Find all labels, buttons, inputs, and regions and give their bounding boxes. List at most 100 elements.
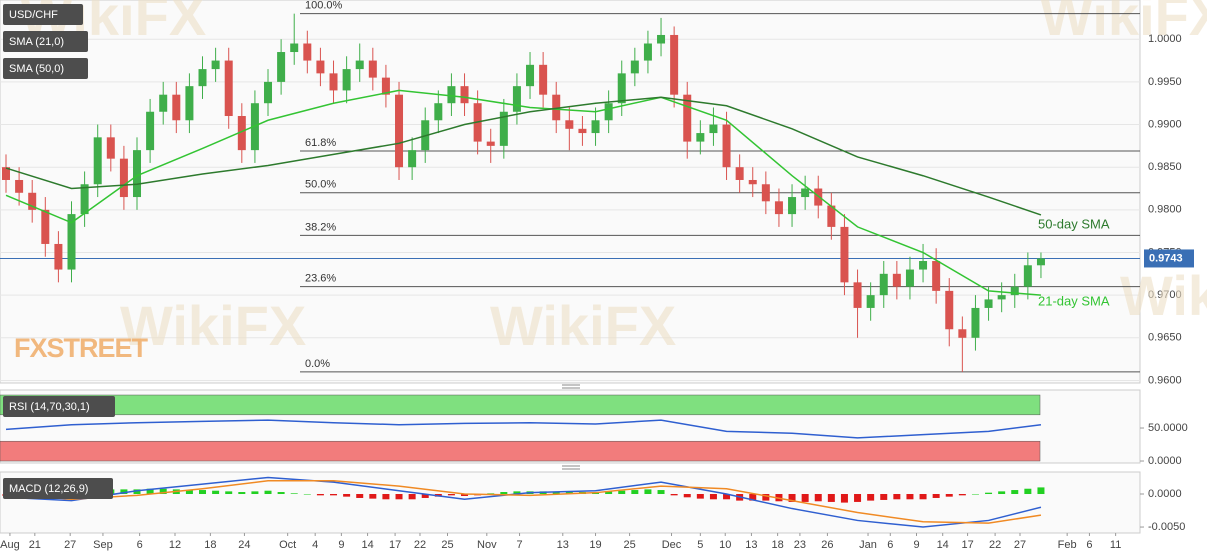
histogram-bar (290, 493, 298, 495)
legend-label: SMA (50,0) (9, 63, 64, 75)
candle-body (264, 81, 273, 104)
x-tick-label: 7 (516, 539, 522, 551)
histogram-bar (618, 490, 626, 495)
histogram-bar (840, 494, 848, 503)
histogram-bar (199, 490, 207, 495)
candle-body (971, 307, 980, 338)
candle-body (552, 94, 561, 121)
histogram-bar (605, 491, 613, 495)
x-tick-label: 17 (389, 539, 401, 551)
histogram-bar (447, 494, 455, 496)
x-tick-label: 18 (204, 539, 216, 551)
candle-body (722, 124, 731, 168)
histogram-bar (277, 492, 285, 495)
x-tick-label: 27 (64, 539, 76, 551)
histogram-bar (356, 494, 364, 498)
candle-body (774, 201, 783, 215)
candle-body (932, 261, 941, 291)
x-tick-label: 21 (29, 539, 41, 551)
histogram-bar (1037, 487, 1045, 495)
candle-body (604, 103, 613, 121)
x-tick-label: 13 (557, 539, 569, 551)
y-tick-label: 0.9650 (1148, 332, 1182, 344)
y-tick-label: 50.0000 (1148, 422, 1188, 434)
candle-body (277, 52, 286, 82)
candle-body (408, 150, 417, 168)
candle-body (381, 77, 390, 95)
candle-body (172, 94, 181, 121)
candle-body (211, 60, 220, 70)
histogram-bar (408, 494, 416, 500)
candle-body (670, 34, 679, 95)
candle-body (185, 86, 194, 121)
candle-body (827, 205, 836, 227)
legend-box (3, 478, 113, 499)
candle-body (748, 179, 757, 185)
x-tick-label: 26 (821, 539, 833, 551)
x-tick-label: Sep (93, 539, 113, 551)
candle-body (499, 111, 508, 146)
histogram-bar (644, 489, 652, 495)
candle-body (984, 299, 993, 308)
legend-box (3, 58, 88, 79)
legend-label: RSI (14,70,30,1) (9, 401, 90, 413)
x-tick-label: 9 (913, 539, 919, 551)
y-tick-label: 0.9600 (1148, 374, 1182, 386)
histogram-bar (1024, 488, 1032, 495)
last-price-label: 0.9743 (1149, 252, 1183, 264)
histogram-bar (723, 494, 731, 500)
histogram-bar (421, 494, 429, 498)
candle-body (54, 243, 63, 270)
rsi-band (0, 440, 1041, 462)
x-tick-label: 13 (745, 539, 757, 551)
histogram-bar (487, 493, 495, 495)
x-tick-label: Dec (662, 539, 682, 551)
histogram-bar (827, 494, 835, 502)
histogram-bar (919, 494, 927, 500)
x-tick-label: Feb (1058, 539, 1077, 551)
fib-label: 50.0% (305, 179, 336, 191)
histogram-bar (513, 491, 521, 495)
histogram-bar (867, 494, 875, 501)
x-tick-label: 23 (794, 539, 806, 551)
y-tick-label: 0.9800 (1148, 204, 1182, 216)
candle-body (683, 94, 692, 142)
histogram-bar (893, 494, 901, 500)
fib-label: 100.0% (305, 0, 343, 12)
y-tick-label: 0.9700 (1148, 289, 1182, 301)
histogram-bar (133, 489, 141, 495)
candle-body (919, 261, 928, 270)
x-tick-label: Nov (477, 539, 497, 551)
histogram-bar (500, 492, 508, 495)
histogram-bar (264, 490, 272, 495)
candle-body (788, 197, 797, 215)
candle-body (879, 273, 888, 296)
candle-body (735, 167, 744, 180)
histogram-bar (932, 494, 940, 498)
x-tick-label: 18 (772, 539, 784, 551)
histogram-bar (212, 490, 220, 495)
histogram-bar (670, 494, 678, 496)
histogram-bar (461, 494, 469, 496)
histogram-bar (971, 494, 979, 495)
candle-body (643, 43, 652, 61)
x-tick-label: 4 (312, 539, 318, 551)
histogram-bar (696, 494, 704, 499)
candle-body (303, 43, 312, 61)
candle-body (958, 329, 967, 338)
candle-body (512, 86, 521, 112)
macd-panel (0, 471, 1141, 534)
candle-body (395, 94, 404, 168)
candle-body (2, 167, 11, 180)
legend-label: SMA (21,0) (9, 36, 64, 48)
x-tick-label: 25 (623, 539, 635, 551)
candle-body (447, 86, 456, 104)
fib-label: 38.2% (305, 221, 336, 233)
candle-body (133, 150, 142, 198)
histogram-bar (395, 494, 403, 500)
watermark: WikiFX (1120, 264, 1207, 327)
candle-body (539, 64, 548, 95)
legend-label: USD/CHF (9, 9, 58, 21)
candle-body (905, 269, 914, 287)
x-tick-label: 10 (719, 539, 731, 551)
